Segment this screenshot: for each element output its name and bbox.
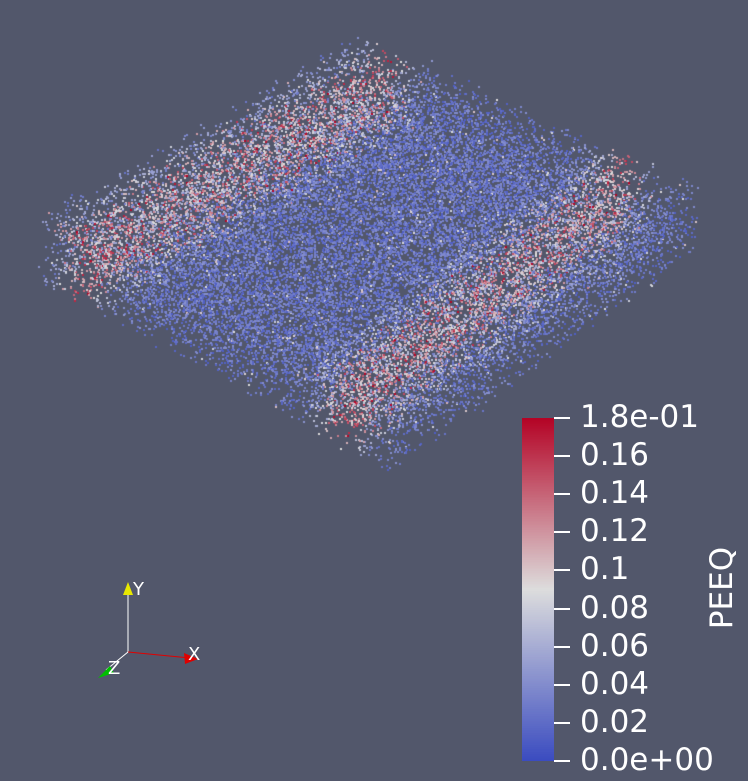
- y-axis-label: Y: [132, 579, 145, 600]
- colorbar-title: PEEQ: [700, 546, 744, 630]
- colorbar-tick-label: 0.0e+00: [580, 742, 714, 778]
- colorbar-tick-mark: [554, 455, 570, 458]
- colorbar-tick-mark: [554, 493, 570, 496]
- x-axis-arrow: [184, 653, 198, 664]
- colorbar-tick-mark: [554, 760, 570, 762]
- colorbar-gradient: [522, 418, 554, 761]
- y-axis-arrow: [123, 582, 133, 595]
- colorbar-tick-mark: [554, 417, 570, 419]
- colorbar-tick-mark: [554, 569, 570, 572]
- colorbar-tick-label: 0.12: [580, 513, 650, 550]
- colorbar-tick-label: 0.02: [580, 703, 650, 740]
- colorbar-tick-mark: [554, 531, 570, 534]
- colorbar-tick-label: 0.08: [580, 589, 650, 626]
- colorbar-tick-label: 0.16: [580, 437, 650, 474]
- colorbar-tick-mark: [554, 683, 570, 686]
- colorbar-tick-label: 1.8e-01: [580, 399, 700, 435]
- colorbar-tick-mark: [554, 645, 570, 648]
- colorbar-tick-label: 0.06: [580, 627, 650, 664]
- z-axis-arrow: [98, 666, 114, 678]
- colorbar-tick-label: 0.1: [580, 551, 630, 588]
- colorbar-tick-mark: [554, 721, 570, 724]
- colorbar-title-text: PEEQ: [704, 546, 740, 630]
- orientation-axes: Y X Z: [98, 579, 200, 679]
- x-axis-line: [127, 651, 191, 659]
- x-axis-label: X: [188, 644, 200, 665]
- z-axis-label: Z: [108, 658, 120, 679]
- colorbar-tick-label: 0.04: [580, 665, 650, 702]
- colorbar-tick-mark: [554, 607, 570, 610]
- colorbar-tick-label: 0.14: [580, 475, 650, 512]
